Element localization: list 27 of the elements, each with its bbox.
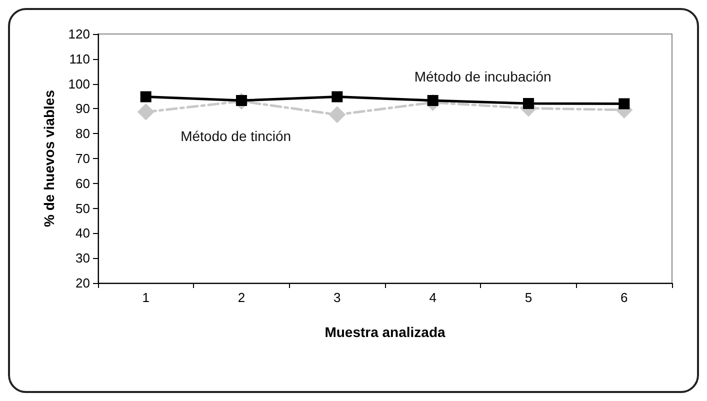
y-axis-title: % de huevos viables	[41, 90, 57, 227]
point	[523, 98, 534, 109]
x-tick-label: 6	[620, 290, 628, 305]
x-tick-label: 1	[142, 290, 150, 305]
y-tick-label: 40	[76, 226, 90, 241]
x-axis-title: Muestra analizada	[324, 324, 446, 340]
x-tick-label: 3	[334, 290, 341, 305]
y-tick-label: 30	[76, 250, 90, 266]
x-tick-label: 5	[524, 290, 532, 305]
y-tick-label: 20	[76, 276, 90, 290]
y-tick-label: 120	[68, 26, 90, 42]
x-tick-label: 2	[238, 290, 246, 305]
point	[618, 98, 630, 110]
y-tick-label: 70	[76, 151, 90, 166]
y-tick-label: 80	[76, 126, 90, 142]
y-tick-label: 50	[76, 200, 90, 216]
point	[137, 103, 154, 120]
series-label: Método de tinción	[180, 128, 292, 144]
y-tick-label: 60	[76, 176, 90, 191]
point	[140, 91, 152, 102]
y-tick-label: 90	[76, 101, 90, 116]
y-tick-label: 100	[68, 76, 90, 92]
point	[332, 91, 343, 102]
point	[328, 106, 346, 124]
x-tick-label: 4	[429, 290, 436, 305]
series-label: Método de incubación	[414, 68, 552, 84]
y-tick-label: 110	[69, 51, 90, 66]
